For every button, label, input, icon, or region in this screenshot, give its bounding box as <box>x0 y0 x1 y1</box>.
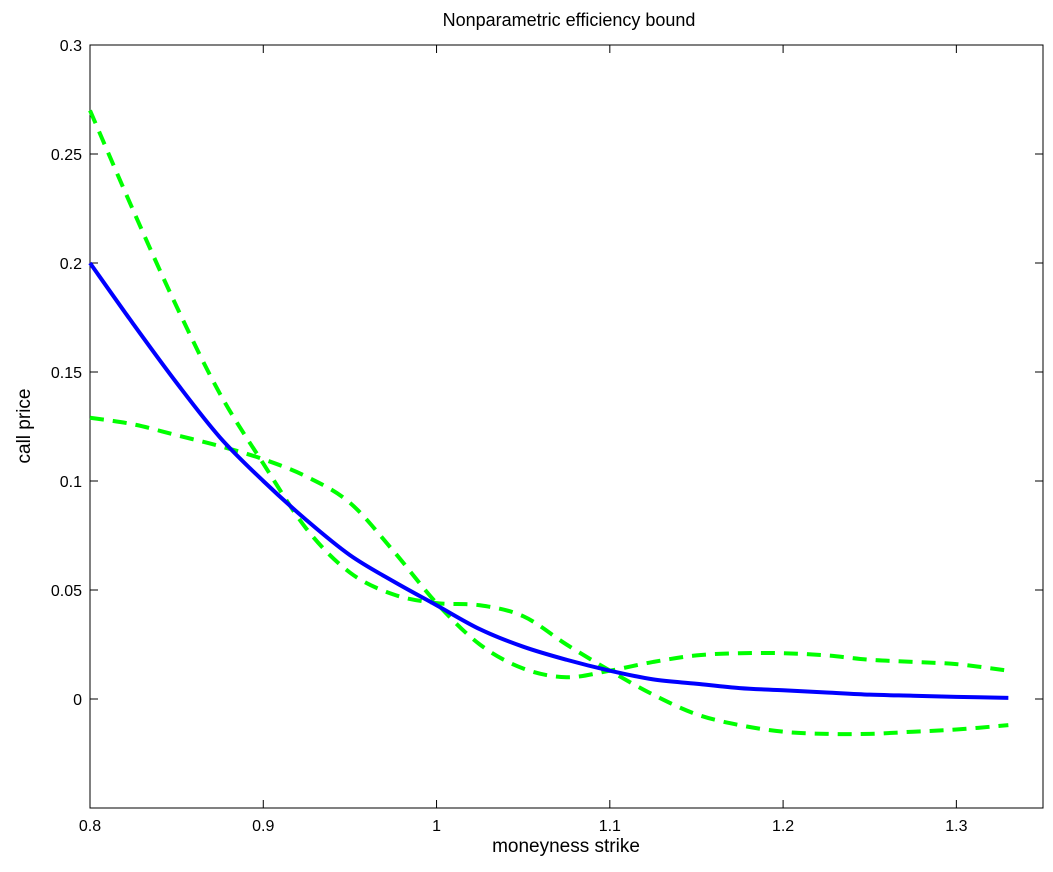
x-axis: 0.8 0.9 1 1.1 1.2 1.3 <box>79 45 968 835</box>
x-tick-label: 1.3 <box>945 818 967 835</box>
y-tick-label: 0.3 <box>60 38 82 55</box>
series-line-solid <box>88 261 1009 700</box>
series-line-dashed-1 <box>88 109 1009 737</box>
x-axis-label: moneyness strike <box>492 836 640 857</box>
series-line-dashed-2 <box>89 415 1009 680</box>
x-tick-label: 0.9 <box>252 818 274 835</box>
x-tick-label: 0.8 <box>79 818 101 835</box>
y-tick-label: 0.05 <box>51 583 82 600</box>
y-tick-label: 0.2 <box>60 256 82 273</box>
x-tick-label: 1.2 <box>772 818 794 835</box>
y-tick-label: 0.1 <box>60 474 82 491</box>
y-tick-label: 0.25 <box>51 147 82 164</box>
y-axis: 0 0.05 0.1 0.15 0.2 0.25 0.3 <box>51 38 1043 709</box>
x-tick-label: 1 <box>432 818 441 835</box>
y-axis-label: call price <box>14 389 35 464</box>
plot-area <box>89 44 1044 809</box>
series-layer <box>88 109 1009 737</box>
chart-title: Nonparametric efficiency bound <box>443 10 696 30</box>
y-tick-label: 0.15 <box>51 365 82 382</box>
y-tick-label: 0 <box>73 692 82 709</box>
x-tick-label: 1.1 <box>599 818 621 835</box>
